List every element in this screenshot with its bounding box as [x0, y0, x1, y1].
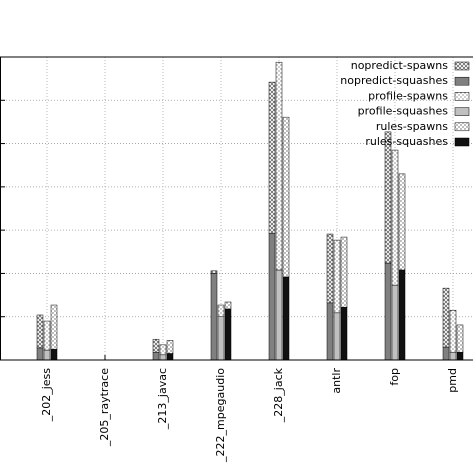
legend-swatch — [454, 92, 470, 101]
bar-segment — [159, 344, 167, 356]
bar-segment — [275, 61, 283, 271]
bar-segment — [43, 320, 51, 351]
bar-segment — [50, 348, 58, 361]
legend-label: nopredict-spawns — [351, 59, 449, 72]
legend-swatch — [454, 137, 470, 147]
x-tick-label: _205_raytrace — [98, 368, 111, 447]
bar-segment — [152, 351, 160, 361]
bar-segment — [449, 351, 457, 361]
bar-segment — [268, 232, 276, 361]
bar-segment — [449, 309, 457, 353]
bar-segment — [391, 149, 399, 286]
bar-segment — [340, 306, 348, 361]
bar-segment — [282, 116, 290, 278]
bar-segment — [275, 269, 283, 361]
legend-label: profile-spawns — [368, 89, 448, 102]
bar-segment — [456, 324, 464, 353]
legend-label: profile-squashes — [358, 105, 449, 118]
bar-segment — [391, 284, 399, 361]
bar-segment — [43, 349, 51, 361]
legend-label: rules-squashes — [365, 135, 448, 148]
bar-segment — [210, 270, 218, 274]
bar-segment — [398, 173, 406, 271]
bar-segment — [398, 269, 406, 361]
bar-segment — [166, 353, 174, 361]
bar-segment — [268, 81, 276, 234]
bar-segment — [442, 287, 450, 348]
x-tick-label: _222_mpegaudio — [214, 368, 227, 463]
bar-segment — [384, 262, 392, 361]
bar-segment — [217, 304, 225, 317]
legend-swatch — [454, 61, 470, 71]
bar-segment — [166, 340, 174, 354]
bar-segment — [442, 346, 450, 361]
legend-swatch — [454, 122, 470, 132]
bar-segment — [282, 276, 290, 361]
bar-segment — [159, 354, 167, 361]
bar-segment — [456, 351, 464, 361]
bar-segment — [217, 316, 225, 361]
bar-segment — [210, 273, 218, 361]
bar-segment — [50, 304, 58, 350]
bar-segment — [36, 314, 44, 349]
bar-segment — [384, 131, 392, 264]
bar-segment — [326, 233, 334, 304]
bar-segment — [333, 239, 341, 314]
bar-segment — [326, 302, 334, 361]
bar-segment — [36, 347, 44, 361]
legend-swatch — [454, 107, 470, 116]
bar-segment — [224, 308, 232, 361]
x-tick-label: _202_jess — [40, 368, 53, 423]
bar-segment — [340, 236, 348, 308]
bar-segment — [224, 301, 232, 310]
bar-segment — [152, 338, 160, 353]
legend-label: nopredict-squashes — [340, 74, 448, 87]
x-tick-label: fop — [388, 368, 401, 386]
x-tick-label: antlr — [330, 368, 343, 394]
legend-label: rules-spawns — [376, 120, 448, 133]
x-tick-label: pmd — [446, 368, 459, 393]
legend-swatch — [454, 76, 470, 86]
bar-segment — [333, 312, 341, 361]
x-tick-label: _228_jack — [272, 367, 285, 423]
x-tick-label: _213_javac — [156, 368, 169, 430]
